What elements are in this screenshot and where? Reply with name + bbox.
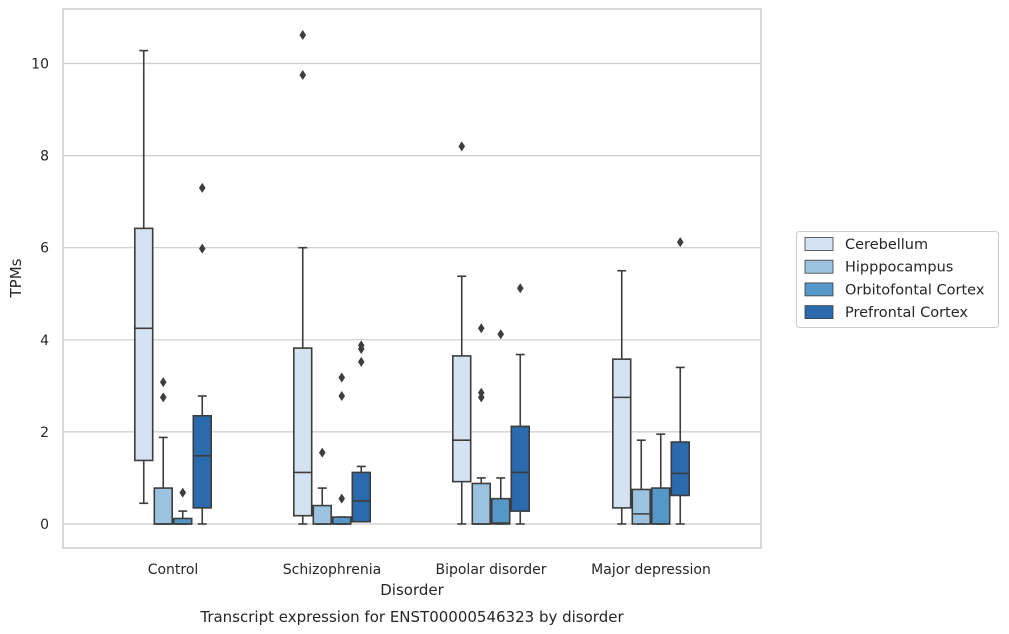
legend-label: Cerebellum xyxy=(845,237,928,253)
legend-swatch xyxy=(804,305,834,320)
legend-item: Hipppocampus xyxy=(804,259,953,276)
chart-caption: Transcript expression for ENST0000054632… xyxy=(199,608,624,626)
legend-swatch xyxy=(804,282,834,297)
outlier-marker xyxy=(516,283,524,294)
box-2-3 xyxy=(650,433,671,525)
box-iqr xyxy=(471,482,491,525)
legend-swatch xyxy=(804,259,834,274)
box-0-2 xyxy=(451,141,472,525)
x-tick-label: Bipolar disorder xyxy=(435,562,546,578)
box-iqr xyxy=(173,517,193,525)
box-iqr xyxy=(331,516,352,525)
outlier-marker xyxy=(477,323,485,334)
box-iqr xyxy=(451,355,472,483)
box-iqr xyxy=(650,487,671,525)
y-tick-label: 0 xyxy=(40,517,49,533)
outlier-marker xyxy=(179,487,187,498)
legend-label: Hipppocampus xyxy=(845,260,953,276)
box-iqr xyxy=(351,471,371,523)
x-axis-title: Disorder xyxy=(380,581,444,599)
box-1-0 xyxy=(153,377,174,525)
box-iqr xyxy=(611,358,632,509)
box-2-1 xyxy=(331,372,352,525)
x-tick-label: Control xyxy=(148,562,199,578)
outlier-marker xyxy=(338,493,346,504)
legend: Cerebellum Hipppocampus Orbitofontal Corte… xyxy=(796,231,999,328)
box-iqr xyxy=(490,497,511,525)
box-1-1 xyxy=(312,447,332,525)
outlier-marker xyxy=(497,329,505,340)
box-3-3 xyxy=(670,237,690,525)
box-3-1 xyxy=(351,340,371,523)
y-axis-ticks: 0 2 4 6 8 10 xyxy=(31,57,49,534)
y-tick-label: 8 xyxy=(40,149,49,165)
box-iqr xyxy=(153,487,174,525)
y-axis-title: TPMs xyxy=(7,258,25,298)
outlier-marker xyxy=(357,340,365,351)
outlier-marker xyxy=(338,372,346,383)
legend-item: Prefrontal Cortex xyxy=(804,305,968,321)
grid-lines xyxy=(63,62,761,525)
outlier-marker xyxy=(159,377,167,388)
outlier-marker xyxy=(198,182,206,193)
legend-label: Orbitofontal Cortex xyxy=(845,282,985,298)
y-tick-label: 4 xyxy=(40,333,49,349)
outlier-marker xyxy=(458,141,466,152)
outlier-marker xyxy=(676,237,684,248)
outlier-marker xyxy=(299,29,307,40)
box-3-2 xyxy=(510,283,530,525)
outlier-marker xyxy=(299,70,307,81)
box-2-0 xyxy=(173,487,193,525)
box-2-2 xyxy=(490,329,511,525)
x-tick-label: Major depression xyxy=(591,562,711,578)
y-tick-label: 6 xyxy=(40,241,49,257)
box-iqr xyxy=(510,425,530,512)
box-iqr xyxy=(192,414,213,509)
y-tick-label: 2 xyxy=(40,425,49,441)
legend-label: Prefrontal Cortex xyxy=(845,305,968,321)
box-0-3 xyxy=(611,269,632,525)
box-0-1 xyxy=(292,29,313,525)
box-iqr xyxy=(292,347,313,517)
outlier-marker xyxy=(318,447,326,458)
box-iqr xyxy=(631,488,651,525)
outlier-marker xyxy=(357,356,365,367)
legend-swatch xyxy=(804,237,834,251)
box-0-0 xyxy=(134,49,154,505)
x-axis-ticks: Control Schizophrenia Bipolar disorder Majo… xyxy=(148,562,711,578)
outlier-marker xyxy=(477,387,485,398)
box-iqr xyxy=(670,441,690,497)
box-plot-area xyxy=(134,29,690,525)
outlier-marker xyxy=(159,392,167,403)
box-3-0 xyxy=(192,182,213,525)
plot-frame xyxy=(62,8,762,549)
outlier-marker xyxy=(338,390,346,401)
outlier-marker xyxy=(198,243,206,254)
legend-frame xyxy=(796,231,999,328)
x-tick-label: Schizophrenia xyxy=(283,562,381,578)
box-1-3 xyxy=(631,439,651,525)
box-iqr xyxy=(312,504,332,525)
box-iqr xyxy=(134,227,154,462)
y-tick-label: 10 xyxy=(31,57,49,73)
legend-item: Orbitofontal Cortex xyxy=(804,282,985,298)
box-1-2 xyxy=(471,323,491,525)
legend-item: Cerebellum xyxy=(804,237,928,253)
